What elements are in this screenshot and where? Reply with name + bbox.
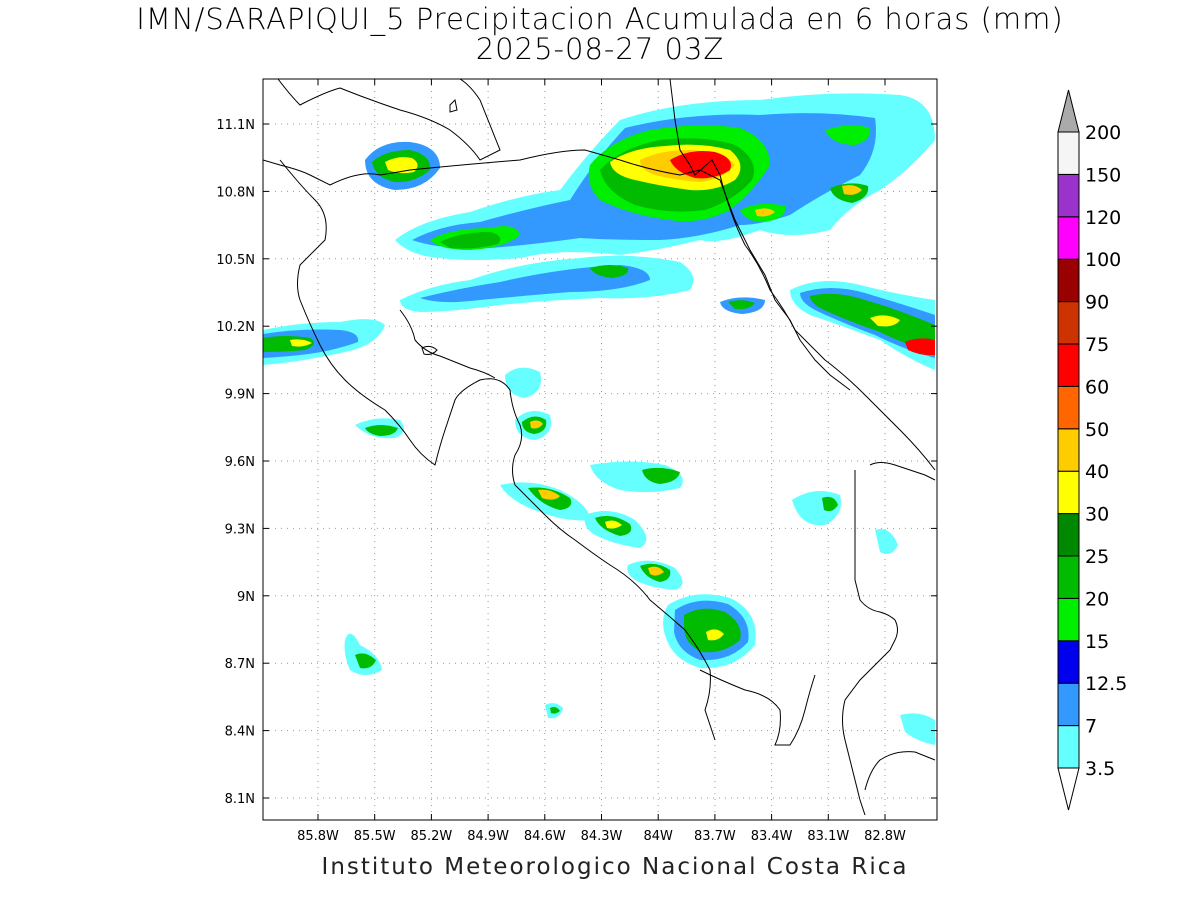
lon-tick-label: 84.9W — [467, 829, 509, 844]
lon-tick-label: 83.1W — [807, 829, 849, 844]
precip-blob-gulf-2-yellow — [530, 420, 543, 429]
colorbar-segment — [1057, 216, 1080, 260]
lat-tick-label: 10.2N — [216, 320, 255, 335]
colorbar-low-arrow — [1057, 767, 1080, 811]
colorbar-segment — [1057, 428, 1080, 472]
colorbar-label: 200 — [1085, 122, 1121, 144]
precip-blob-golfito-core — [706, 629, 724, 641]
precip-blob-quepos-yellow — [538, 489, 560, 500]
lon-tick-label: 82.8W — [864, 829, 906, 844]
nicaragua-lake-coast — [277, 79, 501, 161]
lon-tick-label: 83.7W — [694, 829, 736, 844]
lat-tick-label: 9N — [237, 590, 255, 605]
lat-tick-label: 10.8N — [216, 185, 255, 200]
colorbar-segment — [1057, 725, 1080, 769]
colorbar-segment — [1057, 682, 1080, 727]
colorbar-segment — [1057, 301, 1080, 345]
lon-tick-label: 85.2W — [410, 829, 452, 844]
precip-blob-limon-1-core — [728, 300, 755, 310]
colorbar-segment — [1057, 343, 1080, 387]
colorbar-high-arrow — [1057, 89, 1080, 133]
map-title: IMN/SARAPIQUI_5 Precipitacion Acumulada … — [136, 2, 1064, 36]
precip-blob-osa-yellow — [648, 566, 664, 576]
precip-blob-caribbean-east-green — [810, 293, 935, 352]
lat-tick-label: 11.1N — [216, 118, 255, 133]
precip-blob-ne-1 — [825, 125, 871, 145]
precip-blob-central-core — [590, 265, 629, 278]
colorbar-segment — [1057, 513, 1080, 557]
precip-blob-nicoya-west-yellow — [290, 339, 312, 347]
colorbar-label: 15 — [1085, 631, 1109, 653]
colorbar-label: 25 — [1085, 546, 1109, 568]
panama-coast — [842, 462, 936, 816]
precip-blob-gulf-1 — [505, 367, 541, 398]
colorbar-label: 100 — [1085, 249, 1121, 271]
precip-blob-guanacaste-ne-yellow — [385, 157, 418, 174]
colorbar-segment — [1057, 470, 1080, 515]
panama-south-coast — [864, 751, 936, 791]
colorbar-label: 12.5 — [1085, 673, 1127, 695]
colorbar-segment — [1057, 258, 1080, 303]
precip-blob-panama-2 — [875, 529, 898, 554]
caribbean-coast — [669, 79, 936, 471]
colorbar-label: 75 — [1085, 334, 1109, 356]
colorbar-segment — [1057, 131, 1080, 175]
lon-tick-label: 84W — [643, 829, 673, 844]
colorbar-label: 3.5 — [1085, 758, 1115, 780]
gulf-nicoya-coast — [399, 309, 496, 379]
precip-blob-jaco-green — [365, 425, 398, 436]
coastlines — [263, 79, 936, 816]
precip-blob-osa-south-core — [550, 707, 560, 714]
lat-tick-label: 8.4N — [225, 725, 255, 740]
nicoya-island — [421, 345, 438, 355]
precip-blob-panama-3 — [900, 713, 935, 745]
colorbar-label: 40 — [1085, 461, 1109, 483]
colorbar-label: 60 — [1085, 376, 1109, 398]
isla-lake — [449, 98, 458, 113]
colorbar-label: 20 — [1085, 588, 1109, 610]
lat-tick-label: 9.9N — [225, 388, 255, 403]
map-frame — [262, 78, 938, 821]
colorbar-legend: 3.5 7 12.5 15 20 25 30 40 50 60 75 90 100 120 150 200 — [1057, 89, 1127, 811]
osa-coast — [699, 669, 816, 746]
pacific-coast-north — [279, 159, 716, 741]
precip-blob-panama-1-green — [822, 496, 838, 512]
precip-blob-arenal — [440, 232, 501, 249]
colorbar-segment — [1057, 597, 1080, 642]
precip-blob-caribbean-east-red — [905, 338, 935, 356]
footer-credit: Instituto Meteorologico Nacional Costa R… — [321, 854, 909, 880]
precip-blob-central-band-blue — [420, 265, 650, 303]
lat-tick-label: 8.7N — [225, 657, 255, 672]
lon-tick-label: 84.6W — [524, 829, 566, 844]
precip-blob-ne-2-core — [842, 185, 862, 195]
colorbar-segment — [1057, 555, 1080, 599]
colorbar-segment — [1057, 640, 1080, 684]
lat-tick-label: 9.6N — [225, 455, 255, 470]
precipitation-field — [263, 93, 935, 745]
lon-tick-label: 85.5W — [354, 829, 396, 844]
colorbar-segment — [1057, 385, 1080, 430]
precip-blob-dominical-yellow — [605, 520, 622, 529]
nicaragua-border — [263, 149, 851, 391]
lon-tick-label: 85.8W — [297, 829, 339, 844]
lat-tick-label: 9.3N — [225, 522, 255, 537]
lon-tick-label: 84.3W — [581, 829, 623, 844]
precip-blob-caribbean-east-yellow — [870, 315, 900, 327]
map-axes: 85.8W 85.5W 85.2W 84.9W 84.6W 84.3W 84W 83.7W 83… — [216, 79, 937, 844]
map-date: 2025-08-27 03Z — [475, 32, 725, 66]
precip-blob-pacific-sw-green — [355, 653, 376, 669]
colorbar-label: 90 — [1085, 292, 1109, 314]
colorbar-label: 150 — [1085, 164, 1121, 186]
precip-blob-ne-3-core — [755, 208, 775, 217]
lat-tick-label: 10.5N — [216, 253, 255, 268]
lon-tick-label: 83.4W — [751, 829, 793, 844]
colorbar-label: 30 — [1085, 504, 1109, 526]
colorbar-segment — [1057, 173, 1080, 218]
colorbar-label: 50 — [1085, 419, 1109, 441]
lat-tick-label: 8.1N — [225, 792, 255, 807]
colorbar-label: 7 — [1085, 716, 1097, 738]
precip-blob-central-south-green — [642, 467, 680, 484]
colorbar-label: 120 — [1085, 207, 1121, 229]
